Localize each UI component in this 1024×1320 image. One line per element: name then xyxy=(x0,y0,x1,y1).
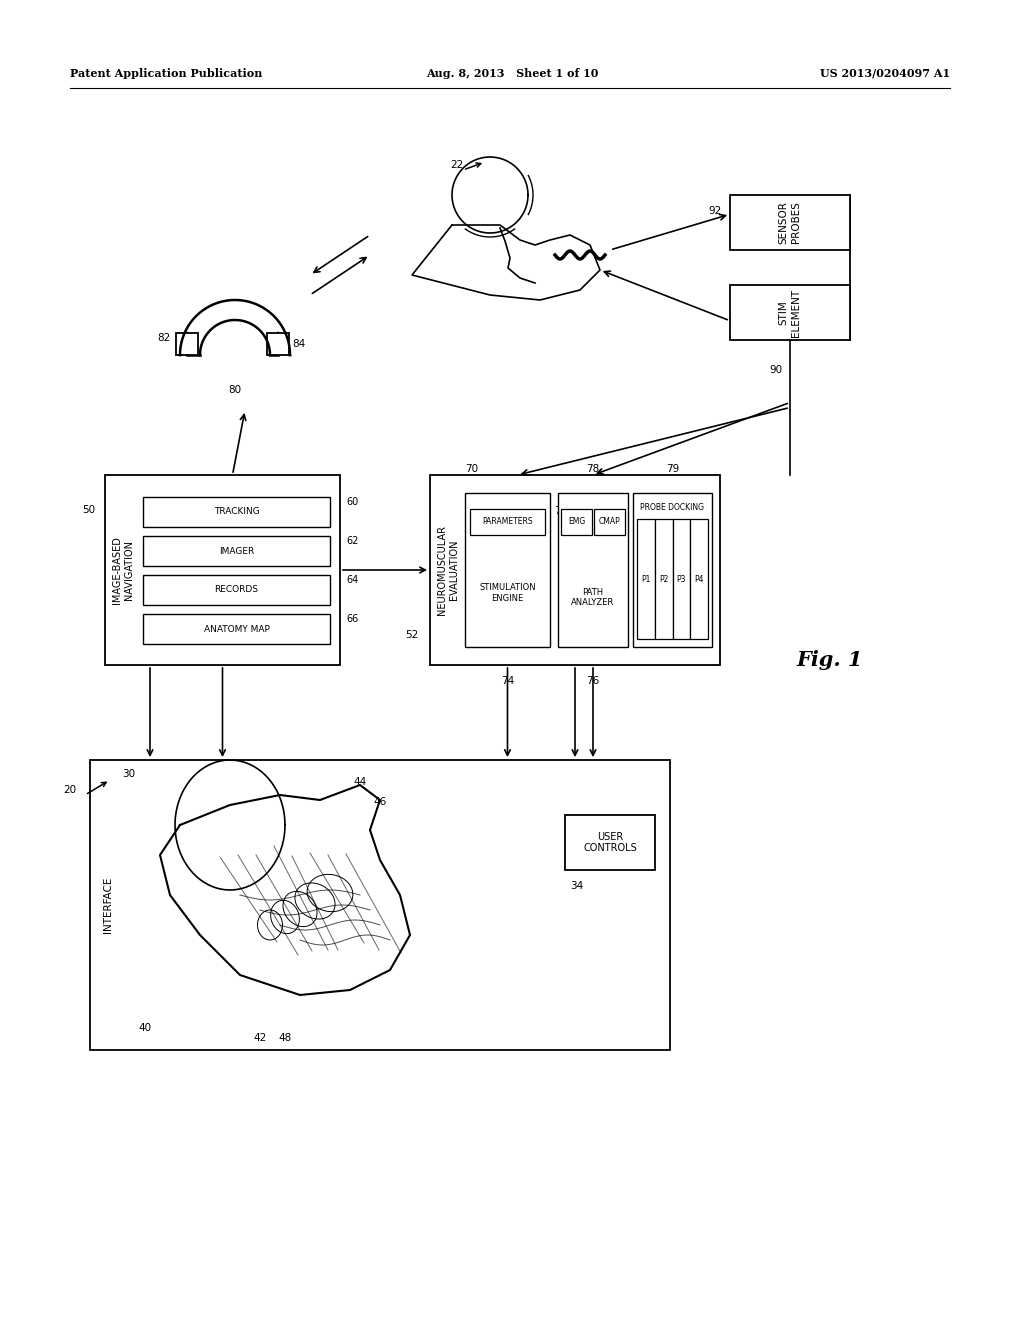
Text: P4: P4 xyxy=(694,574,703,583)
Text: 22: 22 xyxy=(450,160,463,170)
Text: IMAGER: IMAGER xyxy=(219,546,254,556)
Bar xyxy=(730,195,850,249)
Text: CMAP: CMAP xyxy=(599,517,621,527)
Text: 64: 64 xyxy=(346,576,358,585)
Text: SENSOR
PROBES: SENSOR PROBES xyxy=(779,201,801,244)
Text: US 2013/0204097 A1: US 2013/0204097 A1 xyxy=(820,69,950,79)
Text: STIM
ELEMENT: STIM ELEMENT xyxy=(779,289,801,337)
Bar xyxy=(470,510,545,535)
Bar xyxy=(143,614,330,644)
Text: 20: 20 xyxy=(62,785,76,795)
Bar xyxy=(558,492,628,647)
Text: PATH
ANALYZER: PATH ANALYZER xyxy=(571,587,614,607)
Text: TRACKING: TRACKING xyxy=(214,507,259,516)
Text: 42: 42 xyxy=(253,1034,266,1043)
Text: 78: 78 xyxy=(587,465,600,474)
Text: 74: 74 xyxy=(501,676,514,686)
Text: P1: P1 xyxy=(641,574,650,583)
Text: 72: 72 xyxy=(554,506,567,516)
Bar xyxy=(267,333,289,355)
Bar xyxy=(465,492,550,647)
Bar xyxy=(105,475,340,665)
Text: 80: 80 xyxy=(228,385,242,395)
Text: ANATOMY MAP: ANATOMY MAP xyxy=(204,624,269,634)
Bar xyxy=(654,519,673,639)
Text: 52: 52 xyxy=(404,630,418,640)
Bar xyxy=(176,333,198,355)
Text: 46: 46 xyxy=(374,797,387,807)
Text: INTERFACE: INTERFACE xyxy=(103,876,113,933)
Text: USER
CONTROLS: USER CONTROLS xyxy=(583,832,637,853)
Text: RECORDS: RECORDS xyxy=(214,586,258,594)
Text: 79: 79 xyxy=(666,465,679,474)
Bar xyxy=(730,285,850,341)
Bar xyxy=(430,475,720,665)
Text: 34: 34 xyxy=(570,880,584,891)
Bar xyxy=(565,814,655,870)
Text: 44: 44 xyxy=(353,777,367,787)
Text: 70: 70 xyxy=(465,465,478,474)
Bar xyxy=(90,760,670,1049)
Text: 66: 66 xyxy=(346,614,358,624)
Text: 82: 82 xyxy=(158,333,171,343)
Text: 84: 84 xyxy=(292,339,305,348)
Text: P2: P2 xyxy=(658,574,669,583)
Text: 48: 48 xyxy=(279,1034,292,1043)
Text: 50: 50 xyxy=(82,506,95,515)
Text: Patent Application Publication: Patent Application Publication xyxy=(70,69,262,79)
Text: Fig. 1: Fig. 1 xyxy=(797,649,863,671)
Text: PARAMETERS: PARAMETERS xyxy=(482,517,532,527)
Text: 40: 40 xyxy=(138,1023,152,1034)
Bar xyxy=(143,498,330,527)
Text: 60: 60 xyxy=(346,498,358,507)
Text: 76: 76 xyxy=(587,676,600,686)
Bar xyxy=(633,492,712,647)
Bar xyxy=(673,519,690,639)
Bar xyxy=(637,519,654,639)
Text: Aug. 8, 2013   Sheet 1 of 10: Aug. 8, 2013 Sheet 1 of 10 xyxy=(426,69,598,79)
Text: EMG: EMG xyxy=(568,517,585,527)
Text: 30: 30 xyxy=(122,770,135,779)
Bar xyxy=(143,536,330,566)
Text: 62: 62 xyxy=(346,536,358,546)
Text: STIMULATION
ENGINE: STIMULATION ENGINE xyxy=(479,583,536,603)
Bar xyxy=(690,519,708,639)
Text: PROBE DOCKING: PROBE DOCKING xyxy=(640,503,705,511)
Text: IMAGE-BASED
NAVIGATION: IMAGE-BASED NAVIGATION xyxy=(112,536,134,605)
Text: P3: P3 xyxy=(677,574,686,583)
Bar xyxy=(143,576,330,605)
Text: 92: 92 xyxy=(709,206,722,216)
Bar xyxy=(561,510,592,535)
Bar xyxy=(594,510,625,535)
Text: 90: 90 xyxy=(769,366,782,375)
Text: NEUROMUSCULAR
EVALUATION: NEUROMUSCULAR EVALUATION xyxy=(437,525,459,615)
